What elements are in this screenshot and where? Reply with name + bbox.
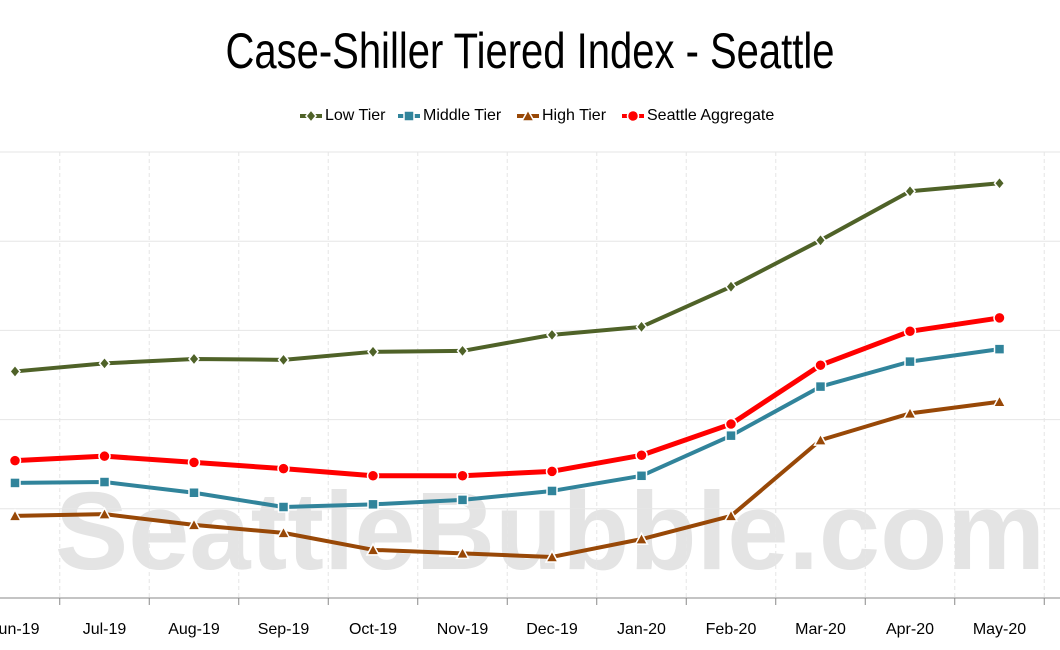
point <box>188 351 200 367</box>
series <box>8 311 1006 483</box>
point <box>305 108 317 124</box>
point <box>626 109 640 123</box>
point <box>98 476 111 488</box>
point <box>186 517 202 531</box>
x-tick-label: Aug-19 <box>168 621 220 638</box>
point <box>7 508 23 522</box>
x-tick-label: May-20 <box>973 621 1026 638</box>
point <box>992 394 1007 408</box>
legend-label: Low Tier <box>325 107 386 124</box>
legend-label: High Tier <box>542 107 607 124</box>
point <box>725 279 737 294</box>
series <box>7 394 1007 563</box>
point <box>276 525 291 539</box>
point <box>277 462 290 475</box>
x-tick-label: Jun-19 <box>0 621 40 638</box>
point <box>403 110 415 122</box>
point <box>724 417 738 431</box>
series <box>9 343 1006 513</box>
x-tick-label: Mar-20 <box>795 621 846 638</box>
series <box>9 176 1006 379</box>
point <box>814 380 827 393</box>
x-tick-label: Sep-19 <box>258 621 310 638</box>
point <box>455 545 470 560</box>
point <box>97 506 112 520</box>
point <box>520 108 536 122</box>
point <box>9 364 21 379</box>
point <box>903 325 917 338</box>
point <box>993 311 1006 325</box>
x-tick-label: Jan-20 <box>617 621 666 638</box>
point <box>277 501 290 513</box>
point <box>187 456 201 469</box>
legend-label: Middle Tier <box>423 107 502 124</box>
point <box>367 498 379 511</box>
point <box>635 319 648 335</box>
chart-title: Case-Shiller Tiered Index - Seattle <box>225 23 834 79</box>
point <box>98 449 111 463</box>
x-tick-label: Oct-19 <box>349 621 397 638</box>
x-tick-label: Apr-20 <box>886 621 934 638</box>
point <box>813 432 828 446</box>
point <box>277 352 290 368</box>
series-line <box>14 315 1000 479</box>
point <box>902 405 918 420</box>
point <box>544 549 560 563</box>
point <box>814 233 827 248</box>
series-line <box>14 399 1000 559</box>
point <box>456 494 469 506</box>
point <box>9 477 21 489</box>
point <box>98 356 111 371</box>
x-tick-label: Dec-19 <box>526 621 578 638</box>
x-tick-label: Jul-19 <box>83 621 127 638</box>
point <box>456 343 469 359</box>
point <box>725 429 737 442</box>
point <box>188 486 200 499</box>
point <box>993 176 1006 191</box>
x-tick-label: Nov-19 <box>437 621 489 638</box>
point <box>367 344 379 359</box>
point <box>8 454 22 467</box>
point <box>546 485 558 497</box>
point <box>993 343 1006 355</box>
point <box>545 465 559 478</box>
series-line <box>14 181 1000 374</box>
point <box>904 355 916 368</box>
point <box>365 542 381 556</box>
legend-label: Seattle Aggregate <box>647 107 774 124</box>
point <box>634 531 649 545</box>
point <box>635 470 648 482</box>
point <box>904 184 916 199</box>
point <box>814 358 827 372</box>
point <box>723 508 739 522</box>
point <box>635 449 648 462</box>
point <box>456 469 469 483</box>
point <box>366 469 380 483</box>
point <box>546 327 558 343</box>
series-line <box>14 347 1000 510</box>
x-tick-label: Feb-20 <box>706 621 757 638</box>
